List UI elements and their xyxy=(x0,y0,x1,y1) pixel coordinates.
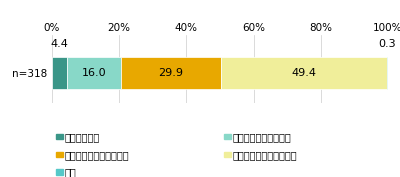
Bar xyxy=(387,57,388,89)
Text: 不明: 不明 xyxy=(65,167,76,177)
Text: 想定していた: 想定していた xyxy=(65,132,100,142)
Bar xyxy=(221,57,387,89)
Bar xyxy=(52,57,67,89)
Text: 16.0: 16.0 xyxy=(81,68,106,78)
Bar xyxy=(120,57,221,89)
Bar xyxy=(67,57,120,89)
Text: 4.4: 4.4 xyxy=(50,39,68,49)
Text: 0.3: 0.3 xyxy=(379,39,396,49)
Text: あまり想定してなかった: あまり想定してなかった xyxy=(65,150,129,160)
Text: 49.4: 49.4 xyxy=(292,68,316,78)
Text: ある程度想定していた: ある程度想定していた xyxy=(233,132,291,142)
Text: 29.9: 29.9 xyxy=(158,68,183,78)
Text: 全く想定していなかった: 全く想定していなかった xyxy=(233,150,297,160)
